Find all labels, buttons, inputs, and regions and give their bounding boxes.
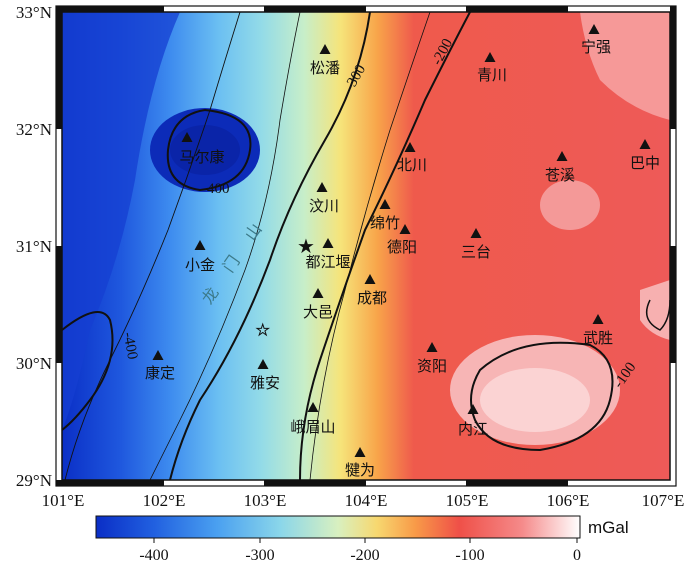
x-tick-label: 106°E [547, 491, 590, 510]
city-marker-icon [379, 199, 391, 209]
star-outline-icon: ★ [256, 321, 269, 339]
city-marker-icon [316, 182, 328, 192]
x-tick-label: 102°E [143, 491, 186, 510]
city-label: 犍为 [345, 461, 375, 479]
y-axis-labels: 33°N 32°N 31°N 30°N 29°N [16, 3, 52, 490]
city-marker-icon [556, 151, 568, 161]
city-label: 巴中 [630, 154, 660, 172]
y-tick-label: 31°N [16, 237, 52, 256]
city-label: 北川 [397, 156, 427, 174]
city-marker-icon [354, 447, 366, 457]
city-marker-icon [319, 44, 331, 54]
x-axis-labels: 101°E 102°E 103°E 104°E 105°E 106°E 107°… [42, 491, 685, 510]
city-marker-icon [639, 139, 651, 149]
city-marker-icon [592, 314, 604, 324]
city-marker-icon [181, 132, 193, 142]
colorbar-unit: mGal [588, 518, 629, 537]
anomaly-fill [62, 12, 670, 480]
colorbar-tick: 0 [573, 547, 581, 564]
colorbar-tick: -200 [350, 547, 379, 564]
map-frame [55, 5, 677, 487]
city-marker-icon [426, 342, 438, 352]
colorbar-tick: -300 [245, 547, 274, 564]
city-label: 资阳 [417, 357, 447, 375]
colorbar: -400 -300 -200 -100 0 mGal [95, 515, 629, 564]
city-label: 大邑 [303, 303, 333, 321]
epicenter-markers: ★ ★ [256, 234, 315, 340]
y-tick-label: 29°N [16, 471, 52, 490]
contour-label: -400 [202, 181, 230, 197]
city-marker-icon [364, 274, 376, 284]
city-label: 都江堰 [305, 253, 350, 271]
contour-label: -400 [120, 331, 141, 361]
colorbar-gradient [95, 515, 581, 539]
y-tick-label: 32°N [16, 120, 52, 139]
y-tick-label: 30°N [16, 354, 52, 373]
city-marker-icon [399, 224, 411, 234]
y-tick-label: 33°N [16, 3, 52, 22]
star-icon: ★ [297, 234, 315, 258]
city-marker-icon [484, 52, 496, 62]
city-label: 内江 [458, 420, 488, 438]
x-tick-label: 107°E [642, 491, 685, 510]
city-label: 苍溪 [545, 166, 575, 184]
city-marker-icon [470, 228, 482, 238]
city-label: 三台 [461, 243, 491, 261]
city-label: 德阳 [387, 238, 417, 256]
city-marker-icon [322, 238, 334, 248]
x-tick-label: 101°E [42, 491, 85, 510]
city-marker-icon [194, 240, 206, 250]
city-marker-icon [467, 404, 479, 414]
x-tick-label: 104°E [345, 491, 388, 510]
contour-lines [62, 12, 670, 480]
city-marker-icon [588, 24, 600, 34]
city-label: 小金 [185, 256, 215, 274]
city-marker-icon [257, 359, 269, 369]
city-label: 雅安 [250, 374, 280, 392]
city-label: 松潘 [310, 59, 340, 77]
city-label: 宁强 [581, 38, 611, 56]
city-label: 康定 [145, 364, 175, 382]
colorbar-tick: -400 [139, 547, 168, 564]
city-marker-icon [404, 142, 416, 152]
colorbar-tick: -100 [455, 547, 484, 564]
city-marker-icon [152, 350, 164, 360]
x-tick-label: 103°E [244, 491, 287, 510]
city-label: 武胜 [583, 329, 613, 347]
city-label: 马尔康 [179, 148, 224, 166]
city-label: 绵竹 [370, 214, 400, 232]
city-label: 峨眉山 [290, 418, 335, 436]
city-label: 青川 [477, 66, 507, 84]
city-marker-icon [312, 288, 324, 298]
city-label: 成都 [357, 289, 387, 307]
x-tick-label: 105°E [446, 491, 489, 510]
city-label: 汶川 [309, 197, 339, 215]
city-marker-icon [307, 402, 319, 412]
